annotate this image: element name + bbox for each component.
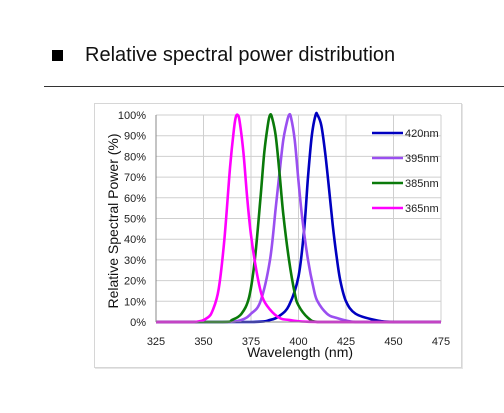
y-axis-title: Relative Spectral Power (%) bbox=[105, 133, 121, 308]
y-tick-label: 100% bbox=[118, 110, 146, 122]
legend-label-385nm: 385nm bbox=[405, 178, 439, 190]
y-tick-label: 10% bbox=[124, 296, 146, 308]
chart-legend: 420nm 395nm 385nm 365nm bbox=[372, 128, 439, 215]
x-tick-label: 475 bbox=[432, 336, 450, 348]
x-axis-title: Wavelength (nm) bbox=[247, 344, 353, 360]
y-tick-label: 50% bbox=[124, 214, 146, 226]
y-tick-label: 80% bbox=[124, 151, 146, 163]
section-heading: Relative spectral power distribution bbox=[52, 44, 395, 67]
y-tick-label: 70% bbox=[124, 172, 146, 184]
series-line-420nm bbox=[156, 111, 441, 324]
y-tick-label: 30% bbox=[124, 255, 146, 267]
x-tick-label: 350 bbox=[194, 336, 212, 348]
x-tick-label: 400 bbox=[289, 336, 307, 348]
y-tick-label: 0% bbox=[130, 317, 146, 329]
x-tick-label: 425 bbox=[337, 336, 355, 348]
y-tick-label: 40% bbox=[124, 234, 146, 246]
y-tick-label: 90% bbox=[124, 131, 146, 143]
x-tick-label: 450 bbox=[384, 336, 402, 348]
square-bullet-icon bbox=[52, 50, 63, 61]
legend-label-365nm: 365nm bbox=[405, 203, 439, 215]
y-tick-label: 20% bbox=[124, 276, 146, 288]
series-line-365nm bbox=[156, 113, 441, 324]
series-line-395nm bbox=[156, 112, 441, 324]
divider bbox=[44, 86, 504, 87]
chart-axes: 0% 10% 20% 30% 40% 50% 60% 70% 80% 90% 100% 325 350 3… bbox=[118, 110, 450, 348]
series-line-385nm bbox=[156, 112, 441, 324]
chart-grid bbox=[155, 114, 442, 323]
legend-label-420nm: 420nm bbox=[405, 128, 439, 140]
chart-series bbox=[156, 111, 441, 324]
x-tick-label: 375 bbox=[242, 336, 260, 348]
y-tick-label: 60% bbox=[124, 193, 146, 205]
legend-label-395nm: 395nm bbox=[405, 153, 439, 165]
x-tick-label: 325 bbox=[147, 336, 165, 348]
page-title: Relative spectral power distribution bbox=[85, 44, 396, 66]
